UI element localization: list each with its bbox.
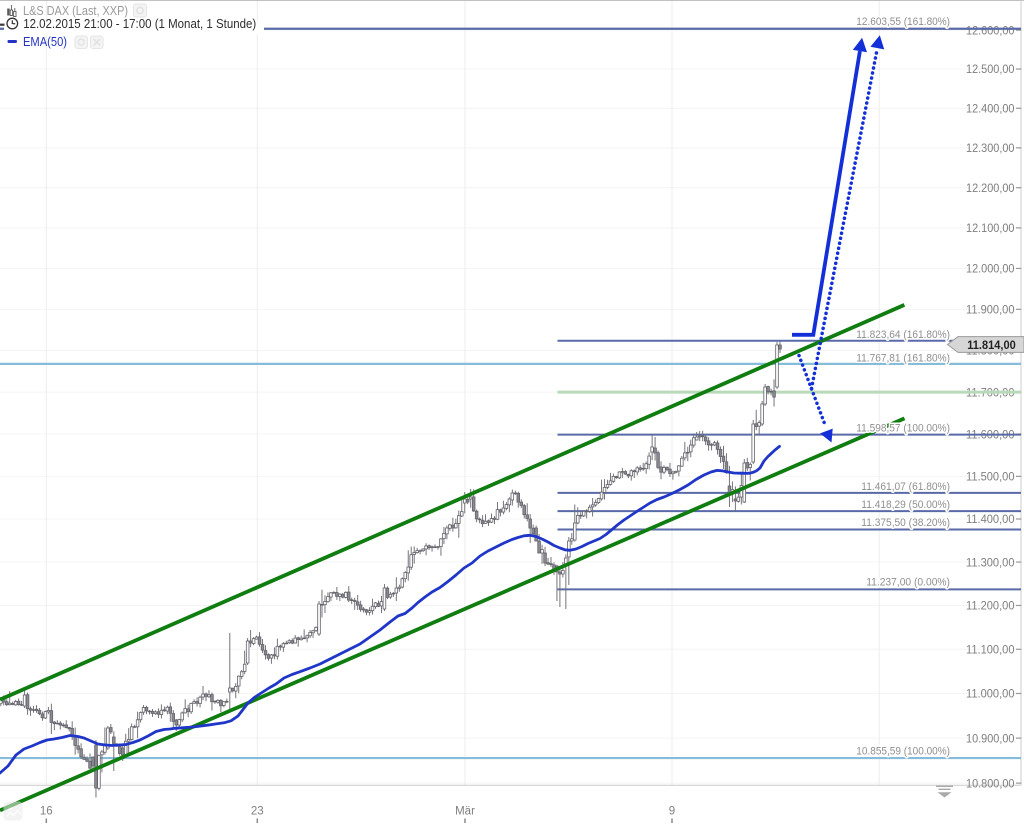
svg-text:9: 9 [669,806,675,818]
svg-text:12.100,00: 12.100,00 [966,221,1015,235]
svg-text:23: 23 [251,806,264,818]
svg-text:11.598,57 (100.00%): 11.598,57 (100.00%) [856,423,950,435]
svg-text:11.814,00: 11.814,00 [967,338,1016,352]
svg-text:12.02.2015 21:00 - 17:00 (1 Mo: 12.02.2015 21:00 - 17:00 (1 Monat, 1 Stu… [23,17,256,31]
svg-text:EMA(50): EMA(50) [23,35,67,49]
svg-text:Mär: Mär [455,806,475,818]
svg-text:12.400,00: 12.400,00 [966,101,1015,115]
svg-text:11.767,81 (161.80%): 11.767,81 (161.80%) [856,352,950,364]
svg-text:11.500,00: 11.500,00 [966,470,1015,484]
svg-text:11.900,00: 11.900,00 [966,303,1015,317]
svg-text:12.600,00: 12.600,00 [966,23,1015,37]
svg-text:12.500,00: 12.500,00 [966,62,1015,76]
svg-text:11.200,00: 11.200,00 [966,599,1015,613]
svg-text:11.237,00 (0.00%): 11.237,00 (0.00%) [866,576,950,588]
svg-text:11.375,50 (38.20%): 11.375,50 (38.20%) [861,517,950,529]
svg-text:12.300,00: 12.300,00 [966,141,1015,155]
svg-text:10.900,00: 10.900,00 [966,731,1015,745]
svg-text:11.461,07 (61.80%): 11.461,07 (61.80%) [861,481,950,493]
svg-text:11.300,00: 11.300,00 [966,555,1015,569]
svg-text:12.000,00: 12.000,00 [966,262,1015,276]
svg-text:16: 16 [40,806,53,818]
svg-text:12.200,00: 12.200,00 [966,181,1015,195]
svg-text:11.100,00: 11.100,00 [966,642,1015,656]
svg-text:10.855,59 (100.00%): 10.855,59 (100.00%) [856,746,950,758]
svg-text:11.418,29 (50.00%): 11.418,29 (50.00%) [861,499,950,511]
svg-text:L&S DAX (Last, XXP): L&S DAX (Last, XXP) [23,4,128,18]
svg-text:11.400,00: 11.400,00 [966,512,1015,526]
svg-text:11.823,64 (161.80%): 11.823,64 (161.80%) [856,329,950,341]
svg-text:11.000,00: 11.000,00 [966,687,1015,701]
svg-text:10.800,00: 10.800,00 [966,776,1015,790]
svg-text:12.603,55 (161.80%): 12.603,55 (161.80%) [856,16,950,28]
